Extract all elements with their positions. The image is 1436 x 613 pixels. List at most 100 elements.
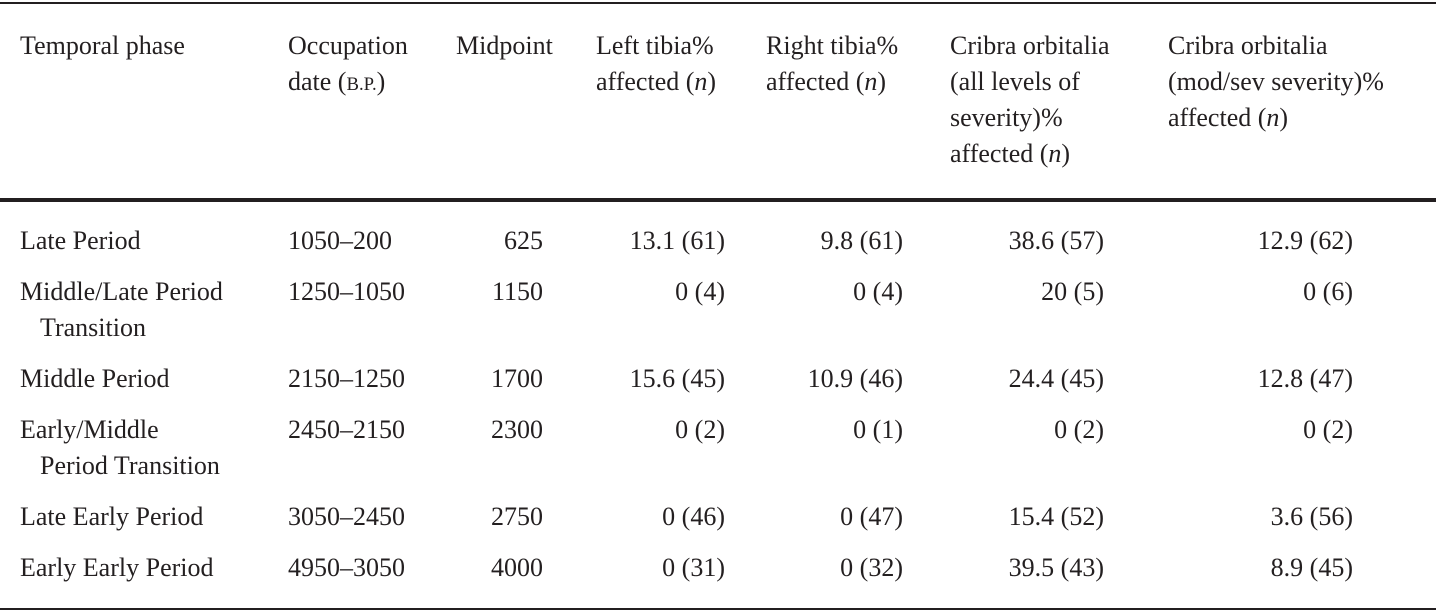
cell: 2750 <box>491 502 543 531</box>
header-row: Temporal phase Occupation date (B.P.) Midpo… <box>0 3 1436 200</box>
cell: 0 (46) <box>662 502 725 531</box>
cell: 0 (4) <box>853 277 903 306</box>
header-text: affected ( <box>950 139 1049 168</box>
table-row: Middle Period 2150–1250 1700 15.6 (45) 10.9 … <box>0 361 1436 412</box>
header-text: Temporal phase <box>20 31 185 60</box>
cell: 13.1 (61) <box>629 226 725 255</box>
header-text: affected ( <box>596 67 695 96</box>
cell: 12.9 (62) <box>1257 226 1353 255</box>
cell: 10.9 (46) <box>807 364 903 393</box>
header-line: Left tibia% <box>596 28 766 64</box>
header-line: affected (n) <box>1168 100 1436 136</box>
row-label-line: Late Early Period <box>20 502 204 531</box>
header-cell: Left tibia% affected (n) <box>596 3 766 200</box>
header-text: B.P. <box>346 74 377 95</box>
cell: 0 (2) <box>1054 415 1104 444</box>
header-line: Right tibia% <box>766 28 950 64</box>
table-body: Late Period 1050–200 625 13.1 (61) 9.8 (61) 3… <box>0 200 1436 609</box>
header-line: Temporal phase <box>20 28 288 64</box>
cell: 8.9 (45) <box>1270 553 1353 582</box>
row-label-line: Early/Middle <box>20 415 159 444</box>
header-text: ) <box>877 67 887 96</box>
header-cell: Midpoint <box>456 3 596 200</box>
header-line: Occupation <box>288 28 456 64</box>
cell: 38.6 (57) <box>1008 226 1104 255</box>
table-row: Early/Middle Period Transition 2450–2150 23… <box>0 412 1436 499</box>
header-line: affected (n) <box>766 64 950 100</box>
row-label-line: Middle/Late Period <box>20 277 223 306</box>
cell: 15.4 (52) <box>1008 502 1104 531</box>
header-text: (mod/sev severity)% <box>1168 67 1384 96</box>
header-text: Cribra orbitalia <box>1168 31 1328 60</box>
row-label: Early/Middle Period Transition <box>0 412 288 499</box>
header-text: Occupation <box>288 31 408 60</box>
header-line: (mod/sev severity)% <box>1168 64 1436 100</box>
row-label-line: Period Transition <box>40 451 220 480</box>
row-label-line: Middle Period <box>20 364 170 393</box>
cell: 1050–200 <box>288 226 392 255</box>
header-text: severity)% <box>950 103 1063 132</box>
header-text: n <box>1266 103 1280 132</box>
header-line: Midpoint <box>456 28 596 64</box>
header-cell: Right tibia% affected (n) <box>766 3 950 200</box>
header-text: Cribra orbitalia <box>950 31 1110 60</box>
header-line: severity)% <box>950 100 1168 136</box>
cell: 9.8 (61) <box>820 226 903 255</box>
header-text: n <box>694 67 708 96</box>
cell: 12.8 (47) <box>1257 364 1353 393</box>
header-cell: Cribra orbitalia (all levels of severity)%… <box>950 3 1168 200</box>
header-text: ) <box>1279 103 1289 132</box>
cell: 1150 <box>491 277 543 306</box>
row-label-line: Transition <box>40 313 146 342</box>
table-row: Late Early Period 3050–2450 2750 0 (46) 0 (4… <box>0 499 1436 550</box>
cell: 20 (5) <box>1041 277 1104 306</box>
header-text: ) <box>1061 139 1071 168</box>
row-label: Early Early Period <box>0 550 288 609</box>
header-cell: Cribra orbitalia (mod/sev severity)% affec… <box>1168 3 1436 200</box>
row-label-line: Late Period <box>20 226 141 255</box>
cell: 0 (6) <box>1303 277 1353 306</box>
table-row: Early Early Period 4950–3050 4000 0 (31) 0 (… <box>0 550 1436 609</box>
header-line: affected (n) <box>596 64 766 100</box>
cell: 0 (4) <box>675 277 725 306</box>
row-label: Middle Period <box>0 361 288 412</box>
cell: 0 (47) <box>840 502 903 531</box>
cell: 1700 <box>491 364 543 393</box>
header-text: n <box>864 67 878 96</box>
header-line: Cribra orbitalia <box>1168 28 1436 64</box>
cell: 3.6 (56) <box>1270 502 1353 531</box>
table-row: Middle/Late Period Transition 1250–1050 115… <box>0 274 1436 361</box>
cell: 0 (2) <box>1303 415 1353 444</box>
row-label: Late Period <box>0 200 288 274</box>
header-line: Cribra orbitalia <box>950 28 1168 64</box>
cell: 0 (32) <box>840 553 903 582</box>
table-row: Late Period 1050–200 625 13.1 (61) 9.8 (61) 3… <box>0 200 1436 274</box>
header-line: date (B.P.) <box>288 64 456 103</box>
header-text: (all levels of <box>950 67 1080 96</box>
cell: 15.6 (45) <box>629 364 725 393</box>
table-header: Temporal phase Occupation date (B.P.) Midpo… <box>0 3 1436 200</box>
cell: 4950–3050 <box>288 553 405 582</box>
cell: 0 (1) <box>853 415 903 444</box>
header-text: date ( <box>288 67 347 96</box>
row-label: Late Early Period <box>0 499 288 550</box>
header-cell: Temporal phase <box>0 3 288 200</box>
cell: 0 (2) <box>675 415 725 444</box>
row-label-line: Early Early Period <box>20 553 214 582</box>
cell: 24.4 (45) <box>1008 364 1104 393</box>
header-line: (all levels of <box>950 64 1168 100</box>
header-text: ) <box>707 67 717 96</box>
cell: 625 <box>504 226 543 255</box>
header-text: Midpoint <box>456 31 553 60</box>
header-text: n <box>1048 139 1062 168</box>
cell: 2450–2150 <box>288 415 405 444</box>
cell: 2300 <box>491 415 543 444</box>
cell: 39.5 (43) <box>1008 553 1104 582</box>
header-cell: Occupation date (B.P.) <box>288 3 456 200</box>
header-text: Left tibia% <box>596 31 714 60</box>
header-text: affected ( <box>766 67 865 96</box>
header-text: Right tibia% <box>766 31 899 60</box>
cell: 4000 <box>491 553 543 582</box>
